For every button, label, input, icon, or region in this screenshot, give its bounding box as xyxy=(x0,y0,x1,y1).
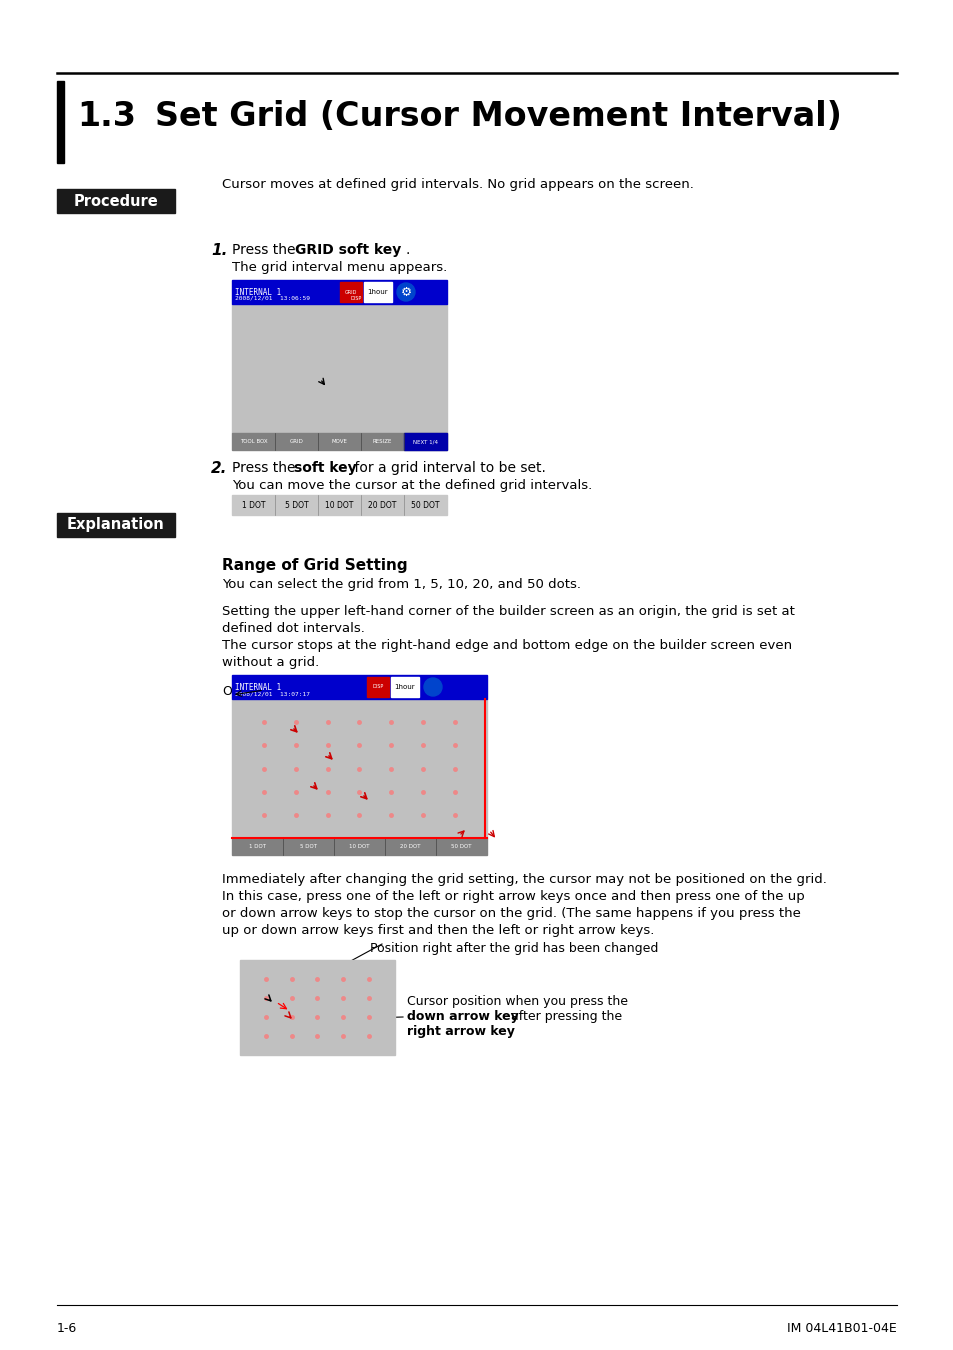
Text: 50 DOT: 50 DOT xyxy=(451,844,471,849)
Bar xyxy=(232,279,447,304)
Text: soft key: soft key xyxy=(294,460,356,475)
Text: 20 DOT: 20 DOT xyxy=(400,844,420,849)
Text: Explanation: Explanation xyxy=(67,517,165,532)
Circle shape xyxy=(396,284,415,301)
Bar xyxy=(57,513,174,537)
Text: Setting the upper left-hand corner of the builder screen as an origin, the grid : Setting the upper left-hand corner of th… xyxy=(222,605,794,618)
Text: INTERNAL 1: INTERNAL 1 xyxy=(234,288,281,297)
Text: GRID: GRID xyxy=(345,289,357,294)
Text: Cursor position when you press the: Cursor position when you press the xyxy=(407,995,627,1008)
Text: for a grid interval to be set.: for a grid interval to be set. xyxy=(350,460,545,475)
Text: NEXT 1/4: NEXT 1/4 xyxy=(413,439,437,444)
Text: 1hour: 1hour xyxy=(367,289,388,296)
Text: MOVE: MOVE xyxy=(332,439,347,444)
Text: or down arrow keys to stop the cursor on the grid. (The same happens if you pres: or down arrow keys to stop the cursor on… xyxy=(222,907,800,919)
Text: The cursor stops at the right-hand edge and bottom edge on the builder screen ev: The cursor stops at the right-hand edge … xyxy=(222,639,791,652)
Text: 50 DOT: 50 DOT xyxy=(411,501,439,509)
Text: 1 DOT: 1 DOT xyxy=(249,844,266,849)
Text: 10 DOT: 10 DOT xyxy=(325,501,354,509)
Bar xyxy=(367,676,389,697)
Bar xyxy=(240,960,395,1054)
Text: down arrow key: down arrow key xyxy=(407,1010,518,1023)
Text: RESIZE: RESIZE xyxy=(373,439,392,444)
Bar xyxy=(403,433,447,450)
Bar xyxy=(232,838,486,855)
Text: GRID soft key: GRID soft key xyxy=(294,243,401,256)
Text: Origin: Origin xyxy=(222,684,259,698)
Bar xyxy=(232,675,486,699)
Text: DISP: DISP xyxy=(372,684,383,690)
Text: 10 DOT: 10 DOT xyxy=(349,844,370,849)
Text: You can select the grid from 1, 5, 10, 20, and 50 dots.: You can select the grid from 1, 5, 10, 2… xyxy=(222,578,580,591)
Text: 2008/12/01  13:07:17: 2008/12/01 13:07:17 xyxy=(234,691,310,697)
Text: Position right after the grid has been changed: Position right after the grid has been c… xyxy=(370,942,658,954)
Bar xyxy=(232,699,486,838)
Text: You can move the cursor at the defined grid intervals.: You can move the cursor at the defined g… xyxy=(232,479,592,491)
Text: Immediately after changing the grid setting, the cursor may not be positioned on: Immediately after changing the grid sett… xyxy=(222,873,826,886)
Bar xyxy=(232,495,447,514)
Text: 20 DOT: 20 DOT xyxy=(368,501,396,509)
Text: GRID: GRID xyxy=(290,439,303,444)
Text: In this case, press one of the left or right arrow keys once and then press one : In this case, press one of the left or r… xyxy=(222,890,804,903)
Text: .: . xyxy=(406,243,410,256)
Text: INTERNAL 1: INTERNAL 1 xyxy=(234,683,281,693)
Text: right arrow key: right arrow key xyxy=(407,1025,515,1038)
Bar xyxy=(232,433,447,450)
Text: The grid interval menu appears.: The grid interval menu appears. xyxy=(232,261,447,274)
Text: 2008/12/01  13:06:59: 2008/12/01 13:06:59 xyxy=(234,296,310,301)
Text: Procedure: Procedure xyxy=(73,193,158,208)
Text: 5 DOT: 5 DOT xyxy=(284,501,308,509)
Text: ⚙: ⚙ xyxy=(400,285,411,298)
Text: Range of Grid Setting: Range of Grid Setting xyxy=(222,558,407,572)
Bar xyxy=(391,676,418,697)
Text: 2.: 2. xyxy=(211,460,227,477)
Text: up or down arrow keys first and then the left or right arrow keys.: up or down arrow keys first and then the… xyxy=(222,923,654,937)
Text: IM 04L41B01-04E: IM 04L41B01-04E xyxy=(786,1322,896,1335)
Text: Set Grid (Cursor Movement Interval): Set Grid (Cursor Movement Interval) xyxy=(154,100,841,134)
Text: without a grid.: without a grid. xyxy=(222,656,319,670)
Text: 1.3: 1.3 xyxy=(77,100,136,134)
Text: DISP: DISP xyxy=(351,296,362,301)
Text: Cursor moves at defined grid intervals. No grid appears on the screen.: Cursor moves at defined grid intervals. … xyxy=(222,178,693,190)
Text: Press the: Press the xyxy=(232,460,299,475)
Circle shape xyxy=(423,678,441,697)
Bar xyxy=(232,304,447,433)
Text: defined dot intervals.: defined dot intervals. xyxy=(222,622,364,634)
Text: Press the: Press the xyxy=(232,243,299,256)
Text: 1-6: 1-6 xyxy=(57,1322,77,1335)
Text: after pressing the: after pressing the xyxy=(506,1010,621,1023)
Bar xyxy=(339,282,361,302)
Text: 5 DOT: 5 DOT xyxy=(299,844,316,849)
Bar xyxy=(57,81,64,163)
Text: 1hour: 1hour xyxy=(395,684,415,690)
Text: 1 DOT: 1 DOT xyxy=(241,501,265,509)
Bar xyxy=(364,282,392,302)
Bar xyxy=(57,189,174,213)
Text: 1.: 1. xyxy=(211,243,227,258)
Text: TOOL BOX: TOOL BOX xyxy=(239,439,267,444)
